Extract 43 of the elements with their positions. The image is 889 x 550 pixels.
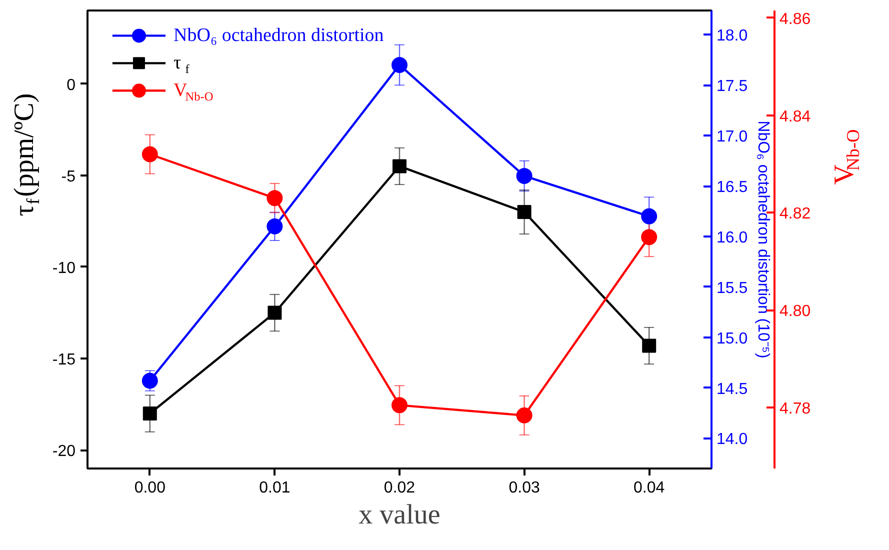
point xyxy=(641,229,658,246)
y2-tick-label: 15.0 xyxy=(716,330,748,348)
point xyxy=(641,208,658,224)
y3-tick-label: 4.78 xyxy=(780,400,811,418)
y2-tick-label: 17.5 xyxy=(716,78,748,96)
point xyxy=(142,146,158,162)
x-axis-title: x value xyxy=(358,500,440,530)
y3-tick-label: 4.80 xyxy=(780,303,811,320)
y-tick-label: -20 xyxy=(52,443,76,460)
y2-axis-title: NbO₆ octahedron distortion (10⁻⁵) xyxy=(754,120,772,358)
y2-tick-label: 15.5 xyxy=(716,280,748,297)
y-tick-label: -15 xyxy=(52,352,76,369)
y-axis-title: τf(ppm/ºC) xyxy=(9,93,43,216)
point xyxy=(142,372,158,389)
y3-tick-label: 4.86 xyxy=(780,10,811,28)
point xyxy=(516,407,532,424)
point xyxy=(392,159,406,174)
point xyxy=(142,406,157,421)
x-tick-label: 0.03 xyxy=(508,480,540,496)
point xyxy=(266,190,283,206)
point xyxy=(392,56,408,73)
y3-tick-label: 4.84 xyxy=(780,108,811,126)
y2-tick-label: 16.5 xyxy=(716,179,748,196)
y2-tick-label: 14.5 xyxy=(716,380,748,398)
y-tick-label: -10 xyxy=(52,260,76,277)
x-tick-label: 0.00 xyxy=(134,480,166,496)
point xyxy=(517,205,532,220)
legend-label: NbO₆ octahedron distortion xyxy=(174,25,384,46)
point xyxy=(392,397,408,414)
y2-tick-label: 14.0 xyxy=(716,431,748,448)
y-tick-label: 0 xyxy=(66,76,76,94)
point xyxy=(516,168,532,184)
x-tick-label: 0.04 xyxy=(634,480,665,496)
y2-tick-label: 16.0 xyxy=(716,229,748,246)
x-tick-label: 0.01 xyxy=(259,480,290,496)
point xyxy=(268,306,282,320)
point xyxy=(642,338,656,353)
x-tick-label: 0.02 xyxy=(384,480,416,496)
y2-tick-label: 18.0 xyxy=(716,28,748,45)
y2-tick-label: 17.0 xyxy=(716,128,748,146)
y-tick-label: -5 xyxy=(61,168,76,186)
point xyxy=(266,218,283,234)
y3-tick-label: 4.82 xyxy=(780,206,811,223)
